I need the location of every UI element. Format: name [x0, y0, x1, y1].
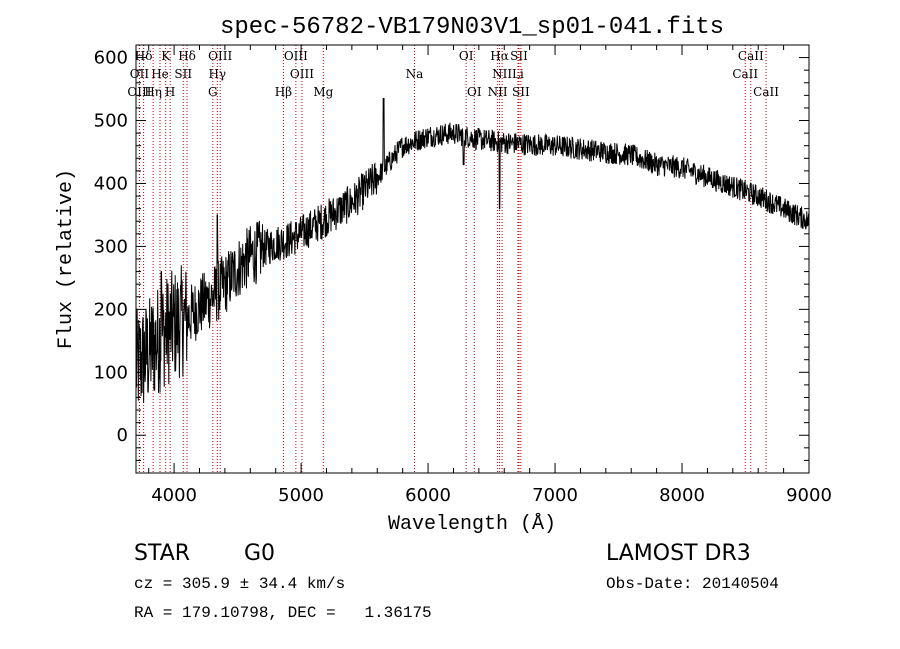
y-tick-label: 500 — [94, 111, 128, 132]
y-axis: 0 100 200 300 400 500 600 — [94, 48, 809, 461]
line-label: OIII — [208, 49, 232, 63]
y-tick-label: 300 — [94, 236, 128, 257]
plot-frame — [135, 44, 810, 474]
line-label: NII — [488, 85, 508, 99]
line-label: G — [208, 85, 218, 99]
y-axis-label: Flux (relative) — [55, 169, 78, 349]
chart-title: spec-56782-VB179N03V1_sp01-041.fits — [220, 14, 724, 41]
line-label: NII — [492, 67, 512, 81]
object-class: STAR — [134, 541, 191, 566]
line-label: Hη — [144, 85, 162, 99]
ra-dec-readout: RA = 179.10798, DEC = 1.36175 — [134, 604, 432, 622]
y-tick-label: 600 — [94, 48, 128, 69]
line-label: OI — [467, 85, 482, 99]
x-tick-label: 7000 — [532, 485, 578, 506]
line-label: CaII — [732, 67, 758, 81]
line-label: H — [165, 85, 175, 99]
line-label: CaII — [738, 49, 764, 63]
x-axis-label: Wavelength (Å) — [388, 513, 556, 536]
x-tick-label: 4000 — [151, 485, 197, 506]
x-tick-label: 9000 — [786, 485, 832, 506]
line-label: Hδ — [135, 49, 153, 63]
x-tick-label: 6000 — [405, 485, 451, 506]
line-label: OI — [459, 49, 474, 63]
x-tick-label: 5000 — [278, 485, 324, 506]
y-tick-label: 400 — [94, 173, 128, 194]
line-label: He — [151, 67, 169, 81]
line-label: OIII — [127, 85, 151, 99]
spectrum-line — [135, 98, 810, 403]
observation-date: Obs-Date: 20140504 — [606, 575, 779, 593]
y-tick-label: 200 — [94, 299, 128, 320]
object-subclass: G0 — [244, 541, 276, 566]
x-tick-label: 8000 — [659, 485, 705, 506]
spectrum-series — [135, 98, 810, 403]
line-label: Hγ — [208, 67, 226, 81]
line-label: K — [161, 49, 171, 63]
line-label: CaII — [753, 85, 779, 99]
line-label: Li — [512, 67, 524, 81]
line-label: SII — [174, 67, 192, 81]
survey-name: LAMOST DR3 — [606, 541, 751, 566]
line-label: Mg — [313, 85, 333, 99]
redshift-readout: cz = 305.9 ± 34.4 km/s — [134, 575, 346, 593]
line-label: OIII — [284, 49, 308, 63]
x-axis: 4000 5000 6000 7000 8000 9000 — [148, 45, 832, 506]
line-label: Hδ — [178, 49, 196, 63]
line-label: OII — [130, 67, 150, 81]
line-label: SII — [512, 85, 530, 99]
line-label: OIII — [290, 67, 314, 81]
line-label: Hα — [490, 49, 509, 63]
y-tick-label: 100 — [94, 362, 128, 383]
line-label: Na — [406, 67, 424, 81]
line-label: SII — [510, 49, 528, 63]
line-label: Hβ — [275, 85, 292, 99]
y-tick-label: 0 — [117, 425, 128, 446]
